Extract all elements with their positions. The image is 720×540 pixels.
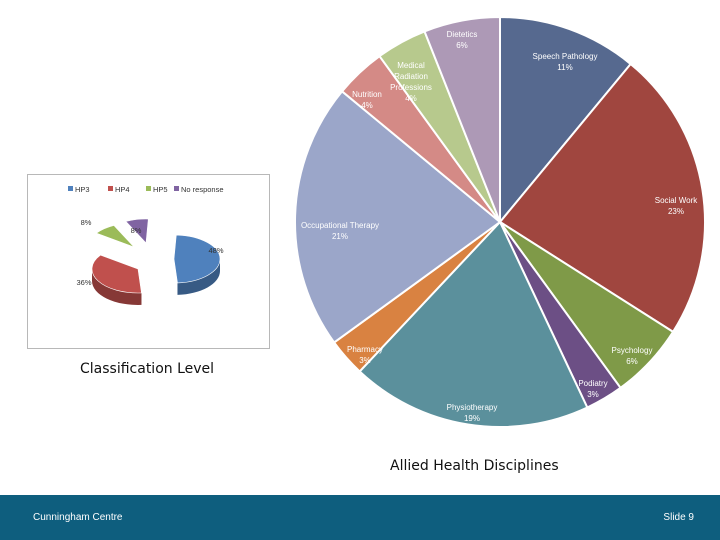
- footer-organisation: Cunningham Centre: [33, 512, 123, 523]
- slide-number: Slide 9: [663, 512, 694, 523]
- value-label-physiotherapy: 19%: [464, 414, 480, 423]
- label-pharmacy: Pharmacy: [347, 345, 383, 354]
- classification-level-title: Classification Level: [80, 361, 215, 377]
- legend-swatch-hp3: [68, 186, 73, 191]
- value-label-speech-pathology: 11%: [557, 63, 572, 72]
- legend-swatch-hp4: [108, 186, 113, 191]
- label-nutrition: Nutrition: [352, 90, 382, 99]
- legend-swatch-no-response: [174, 186, 179, 191]
- value-label-podiatry: 3%: [587, 390, 599, 399]
- legend-label-hp4: HP4: [115, 185, 130, 194]
- value-label-nutrition: 4%: [361, 101, 373, 110]
- slice-social-work: [498, 62, 706, 334]
- label-physiotherapy: Physiotherapy: [447, 403, 498, 412]
- value-label-hp5: 8%: [81, 218, 92, 227]
- side-hp3: [177, 259, 220, 295]
- value-label-medical-radiation-professions: 4%: [405, 94, 417, 103]
- slice-dietetics: [423, 15, 501, 223]
- legend-hp5: HP5: [146, 185, 168, 194]
- slice-hp5: [95, 225, 135, 248]
- value-label-hp3: 48%: [208, 246, 223, 255]
- label-podiatry: Podiatry: [578, 379, 607, 388]
- legend-hp4: HP4: [108, 185, 130, 194]
- value-label-no-response: 8%: [131, 226, 142, 235]
- label-speech-pathology: Speech Pathology: [533, 52, 598, 61]
- classification-level-chart: HP3 HP4 HP5 No response 48% 36% 8% 8%: [27, 174, 270, 349]
- label-occupational-therapy: Occupational Therapy: [301, 221, 379, 230]
- legend-no-response: No response: [174, 185, 224, 194]
- value-label-hp4: 36%: [76, 278, 91, 287]
- legend-label-no-response: No response: [181, 185, 224, 194]
- allied-health-pie-svg: Speech Pathology 11% Social Work 23% Psychol…: [294, 15, 706, 428]
- value-label-psychology: 6%: [626, 357, 638, 366]
- label-dietetics: Dietetics: [447, 30, 478, 39]
- classification-pie-svg: HP3 HP4 HP5 No response 48% 36% 8% 8%: [68, 185, 224, 305]
- legend-label-hp5: HP5: [153, 185, 168, 194]
- slice-hp3: [173, 234, 221, 284]
- legend-swatch-hp5: [146, 186, 151, 191]
- label-medical-radiation-professions: Medical Radiation Professions: [390, 61, 432, 92]
- slice-occupational-therapy: [294, 89, 502, 344]
- value-label-occupational-therapy: 21%: [332, 232, 348, 241]
- value-label-pharmacy: 3%: [359, 356, 371, 365]
- slice-hp4: [91, 254, 142, 294]
- slice-speech-pathology: [499, 15, 633, 225]
- value-label-social-work: 23%: [668, 207, 684, 216]
- label-social-work: Social Work: [655, 196, 699, 205]
- value-label-dietetics: 6%: [456, 41, 468, 50]
- label-psychology: Psychology: [612, 346, 653, 355]
- slice-physiotherapy: [358, 220, 589, 428]
- allied-health-title: Allied Health Disciplines: [390, 458, 559, 474]
- footer-bar: Cunningham Centre Slide 9: [0, 495, 720, 540]
- side-hp4: [92, 269, 142, 305]
- legend-hp3: HP3: [68, 185, 90, 194]
- slice-no-response: [125, 218, 149, 244]
- legend-label-hp3: HP3: [75, 185, 90, 194]
